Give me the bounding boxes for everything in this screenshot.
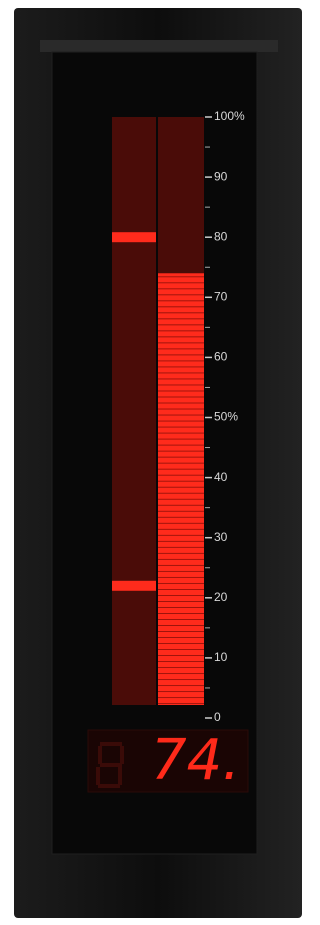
y-tick-label: 80: [214, 229, 228, 243]
y-tick-label: 70: [214, 289, 228, 303]
setpoint-marker: [112, 232, 156, 242]
y-tick-label: 20: [214, 590, 228, 604]
top-bezel: [40, 40, 278, 52]
digital-readout: 74.: [151, 728, 240, 793]
bar-segments: [158, 273, 204, 705]
left-column: [112, 117, 156, 705]
bargraph-meter: 74. 0 10 20 30 40 50% 60 70 80 90 100%: [0, 0, 316, 925]
y-tick-label: 100%: [214, 109, 245, 123]
y-tick-label: 90: [214, 169, 228, 183]
y-tick-label: 0: [214, 710, 221, 724]
y-tick-label: 10: [214, 650, 228, 664]
y-tick-label: 30: [214, 530, 228, 544]
y-tick-label: 40: [214, 470, 228, 484]
y-tick-label: 60: [214, 350, 228, 364]
y-tick-label: 50%: [214, 410, 238, 424]
setpoint-marker: [112, 581, 156, 591]
